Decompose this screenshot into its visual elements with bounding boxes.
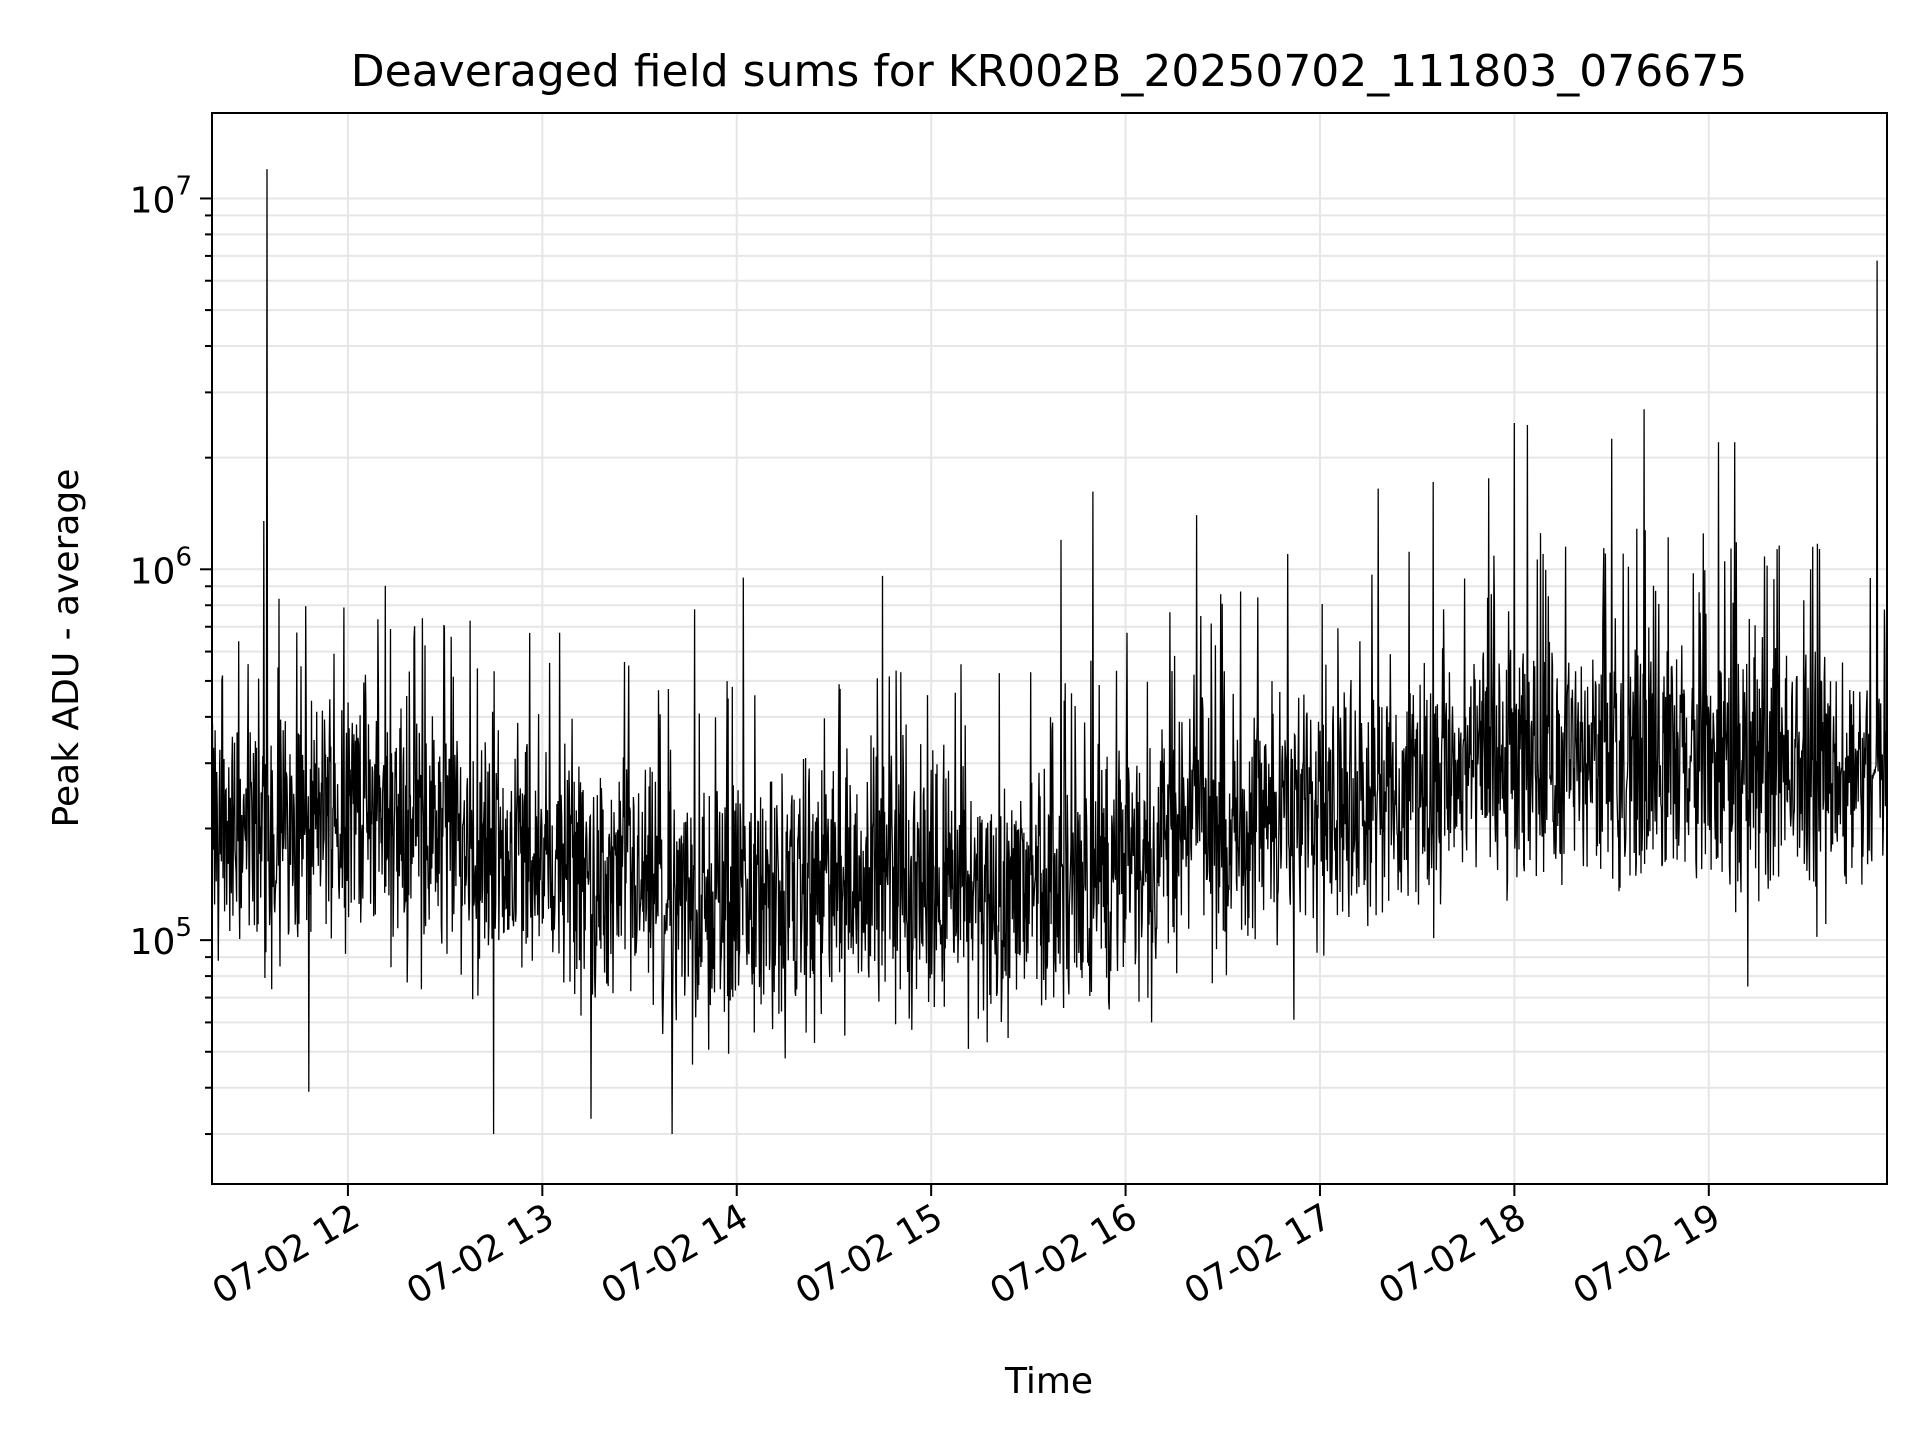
plot-frame [211, 112, 1888, 1185]
y-tick-base: 10 [130, 922, 176, 963]
y-tick-label: 107 [130, 171, 192, 221]
series-line [211, 169, 1888, 1135]
data-area [211, 169, 1888, 1135]
y-tick-exp: 5 [175, 913, 192, 943]
y-tick-base: 10 [130, 551, 176, 592]
chart-title: Deaveraged field sums for KR002B_2025070… [351, 46, 1747, 97]
y-tick-label: 105 [130, 913, 192, 963]
y-axis-label: Peak ADU - average [46, 469, 87, 828]
y-tick-label: 106 [130, 542, 192, 592]
y-tick-base: 10 [130, 180, 176, 221]
y-tick-exp: 6 [175, 542, 192, 572]
y-tick-exp: 7 [175, 171, 192, 201]
x-axis-label: Time [1004, 1361, 1093, 1402]
